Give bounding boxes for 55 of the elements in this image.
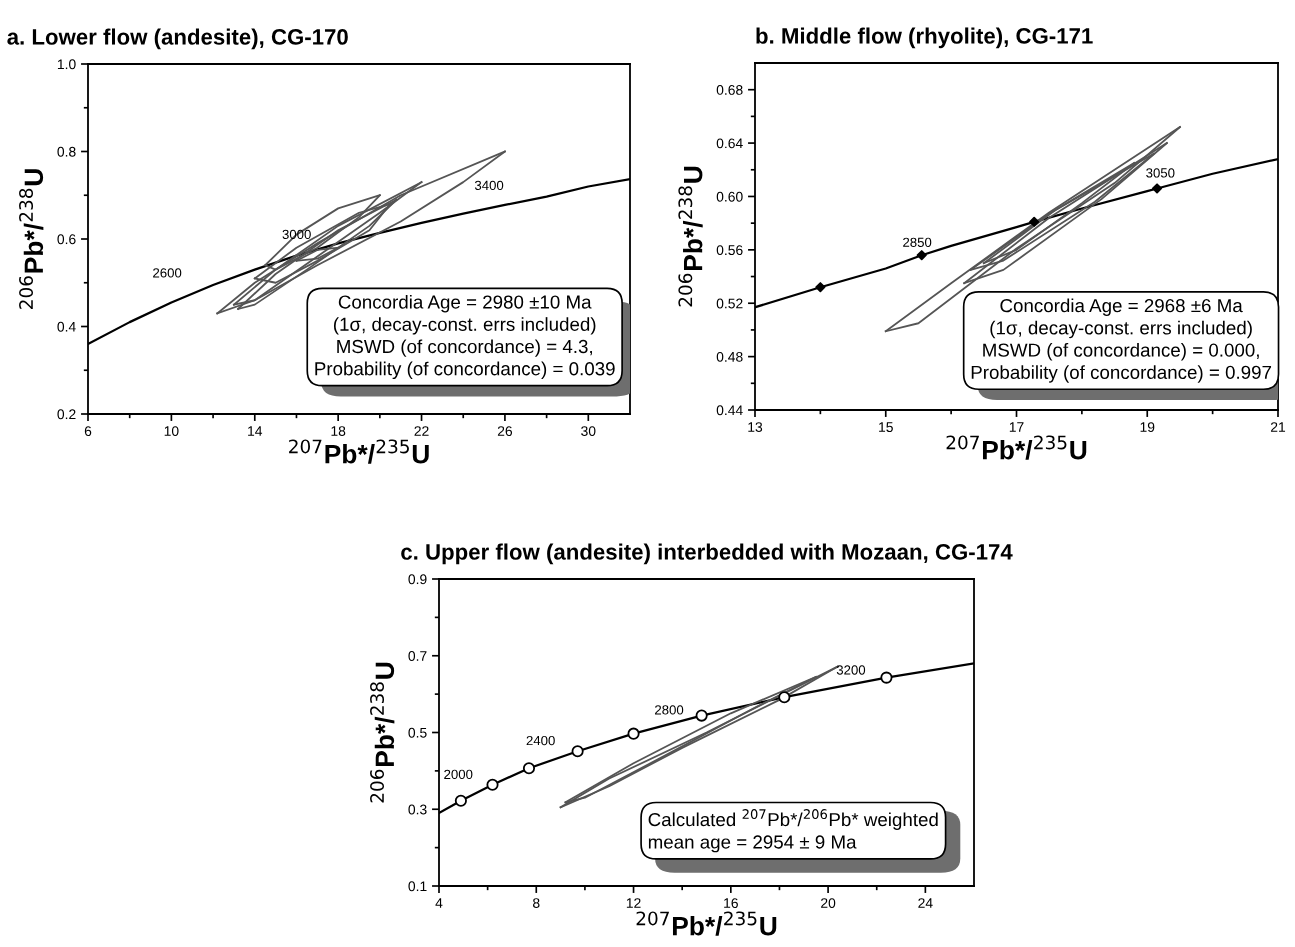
y-tick-label: 0.48 (716, 351, 743, 362)
y-axis-title: $^{206}$Pb*/$^{238}$U (370, 662, 395, 803)
x-tick-label: 22 (414, 426, 429, 436)
x-tick-label: 4 (435, 898, 443, 908)
y-tick-label: 0.56 (716, 245, 743, 256)
x-tick-label: 16 (724, 898, 738, 909)
x-axis-title: $^{207}$Pb*/$^{235}$U (946, 435, 1087, 460)
y-tick-label: 0.44 (716, 405, 743, 416)
annotation: 3400 (474, 180, 504, 191)
y-tick-label: 0.60 (716, 191, 743, 202)
x-tick-label: 30 (581, 426, 596, 437)
x-tick-label: 15 (879, 422, 893, 433)
x-tick-label: 8 (533, 898, 540, 909)
y-tick-label: 0.68 (716, 85, 743, 95)
annotation: 3200 (836, 665, 866, 675)
y-tick-label: 0.2 (57, 409, 76, 420)
chart-title: a. Lower flow (andesite), CG-170 (7, 28, 348, 50)
x-tick-label: 13 (748, 422, 763, 433)
y-tick-label: 0.9 (408, 574, 427, 585)
chart-title: c. Upper flow (andesite) interbedded with Mozaan, CG-174 (401, 543, 1013, 565)
chart-title: b. Middle flow (rhyolite), CG-171 (756, 27, 1093, 49)
x-tick-label: 18 (331, 426, 346, 437)
annotation: 2600 (153, 268, 182, 278)
y-axis-title: $^{206}$Pb*/$^{238}$U (19, 169, 44, 309)
y-tick-label: 0.5 (408, 727, 427, 738)
y-tick-label: 0.4 (57, 321, 76, 332)
x-tick-label: 24 (918, 898, 933, 908)
x-tick-label: 26 (497, 426, 513, 437)
x-tick-label: 6 (84, 426, 92, 437)
x-tick-label: 21 (1270, 422, 1286, 432)
y-tick-label: 1.0 (57, 59, 76, 70)
annotation: 2800 (655, 705, 684, 715)
x-tick-label: 19 (1140, 422, 1155, 433)
y-tick-label: 0.8 (57, 146, 76, 157)
y-tick-label: 0.6 (57, 234, 76, 245)
annotation: 3050 (1146, 168, 1175, 178)
x-tick-label: 17 (1009, 422, 1024, 432)
y-tick-label: 0.52 (716, 298, 743, 309)
x-tick-label: 14 (248, 426, 263, 436)
annotation: 2850 (903, 237, 932, 247)
y-tick-label: 0.64 (716, 138, 743, 149)
annotation: Concordia Age = 2968 ±6 Ma (1σ, decay-const. errs included) MSWD (of concordance) = 0.000, Probability (of concordance) = 0.997 (971, 298, 1272, 383)
annotation: 2400 (526, 735, 555, 746)
x-tick-label: 10 (164, 426, 179, 437)
annotation: 2000 (444, 769, 473, 780)
x-tick-label: 20 (821, 898, 836, 909)
x-axis-title: $^{207}$Pb*/$^{235}$U (289, 439, 429, 464)
x-tick-label: 12 (626, 898, 641, 908)
x-axis-title: $^{207}$Pb*/$^{235}$U (636, 911, 777, 936)
annotation: Concordia Age = 2980 ±10 Ma (1σ, decay-const. errs included) MSWD (of concordance) = 4.3, Probability (of concordance) = 0.039 (315, 294, 615, 380)
y-axis-title: $^{206}$Pb*/$^{238}$U (678, 166, 703, 307)
y-tick-label: 0.3 (408, 804, 427, 815)
y-tick-label: 0.7 (408, 651, 427, 661)
y-tick-label: 0.1 (408, 881, 427, 892)
annotation: Calculated $^{207}$Pb*/$^{206}$Pb* weighted mean age = 2954 ± 9 Ma (648, 809, 938, 853)
